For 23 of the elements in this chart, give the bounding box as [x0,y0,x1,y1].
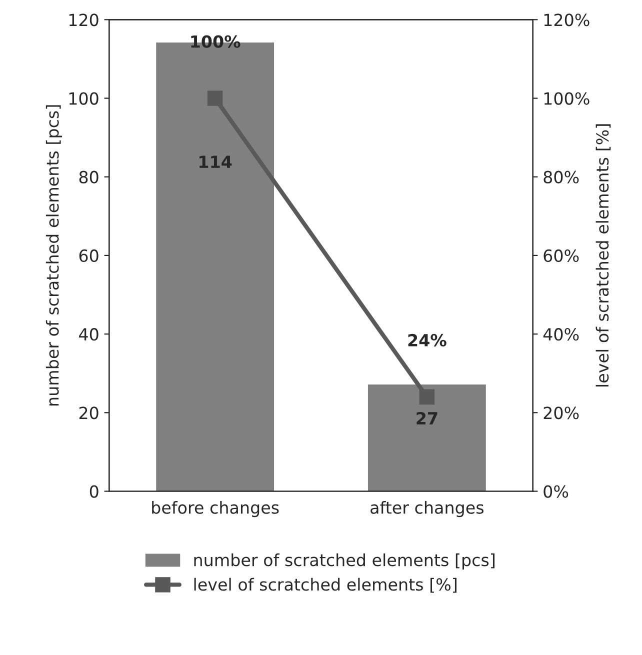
legend-label: number of scratched elements [pcs] [194,553,494,570]
y2-tick-label: 20% [544,406,579,420]
y2-tick-label: 80% [544,170,579,184]
y2-tick-label: 60% [544,249,579,262]
y2-tick-label: 0% [544,485,568,498]
data-label: 114 [200,156,232,168]
y-tick-label: 20 [79,406,98,420]
y2-tick-label: 40% [543,328,579,341]
y-tick-label: 40 [79,328,98,341]
data-label: 24% [408,334,446,347]
y-axis-title: number of scratched elements [pcs] [46,105,62,406]
legend-label: level of scratched elements [%] [194,578,456,593]
y2-tick-label: 120% [544,14,590,26]
y-tick-label: 100 [69,92,98,105]
y-tick-label: 0 [90,485,98,498]
y-tick-label: 80 [79,170,98,184]
y2-tick-label: 100% [544,92,590,105]
x-tick-label: before changes [152,500,279,518]
y2-axis-title: level of scratched elements [%] [596,124,611,386]
x-tick-label: after changes [370,500,484,518]
y-tick-label: 60 [79,249,98,262]
y-tick-label: 120 [69,14,98,26]
data-label: 27 [416,412,438,424]
